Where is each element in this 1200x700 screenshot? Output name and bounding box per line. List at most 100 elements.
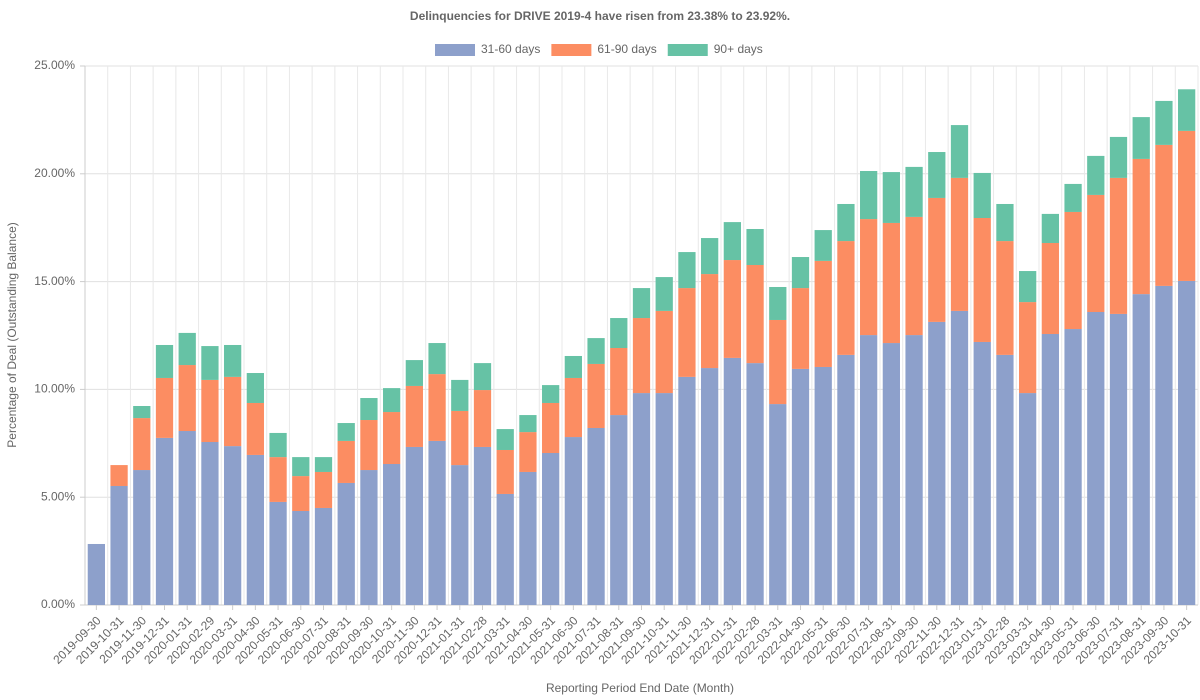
bar-segment: [1041, 213, 1059, 244]
bar-segment: [746, 363, 764, 605]
bar-segment: [678, 252, 696, 289]
bar-segment: [587, 338, 605, 364]
bar-segment: [905, 335, 923, 605]
bar-segment: [1178, 89, 1196, 131]
bar-segment: [496, 449, 514, 494]
legend-swatch: [551, 44, 592, 56]
bar-segment: [655, 310, 673, 394]
bar-segment: [1041, 243, 1059, 334]
bar-segment: [701, 238, 719, 275]
bar-segment: [723, 260, 741, 358]
bar-segment: [337, 440, 355, 483]
bar-segment: [814, 230, 832, 261]
legend-label: 90+ days: [714, 42, 763, 56]
bar-segment: [882, 222, 900, 344]
bar-segment: [201, 442, 219, 605]
bar-segment: [496, 429, 514, 450]
bar-segment: [860, 170, 878, 220]
bar-segment: [814, 366, 832, 605]
bar-segment: [201, 346, 219, 380]
bar-segment: [155, 344, 174, 378]
bar-segment: [610, 415, 628, 605]
bar-segment: [950, 177, 969, 311]
bar-segment: [178, 431, 196, 605]
bar-segment: [769, 286, 787, 320]
bar-segment: [1178, 130, 1196, 281]
bar-segment: [678, 376, 696, 605]
bar-segment: [383, 463, 401, 605]
bar-segment: [1087, 155, 1105, 195]
bar-segment: [701, 368, 719, 605]
bar-segment: [428, 343, 446, 375]
bar-segment: [632, 393, 651, 605]
legend-swatch: [435, 44, 475, 56]
bar-segment: [1087, 194, 1105, 312]
y-axis-title: Percentage of Deal (Outstanding Balance): [5, 222, 19, 447]
bar-segment: [791, 288, 810, 369]
bar-segment: [155, 377, 174, 438]
bar-segment: [473, 446, 492, 605]
bar-segment: [269, 432, 287, 458]
bar-segment: [337, 482, 355, 605]
bar-segment: [860, 335, 878, 605]
bar-segment: [723, 357, 741, 605]
bar-segment: [337, 423, 355, 441]
bar-segment: [746, 264, 764, 364]
y-tick-label: 10.00%: [34, 382, 75, 396]
bar-segment: [587, 363, 605, 428]
bar-segment: [769, 404, 787, 605]
bar-segment: [178, 365, 196, 432]
bar-segment: [383, 412, 401, 464]
bar-segment: [973, 341, 991, 605]
bar-segment: [1019, 302, 1037, 394]
bar-segment: [314, 471, 333, 508]
bar-segment: [882, 343, 900, 605]
bar-segment: [133, 406, 151, 419]
bar-segment: [405, 360, 423, 386]
bar-segment: [155, 437, 174, 605]
bar-segment: [519, 432, 537, 472]
bar-segment: [1109, 313, 1128, 605]
bar-segment: [133, 470, 151, 605]
bar-segment: [769, 319, 787, 405]
bar-segment: [1155, 144, 1173, 286]
y-tick-label: 15.00%: [34, 274, 75, 288]
bar-segment: [723, 222, 741, 261]
bar-segment: [1041, 333, 1059, 605]
bar-segment: [201, 379, 219, 443]
x-axis-title: Reporting Period End Date (Month): [546, 681, 734, 695]
bar-segment: [314, 457, 333, 472]
bar-segment: [269, 457, 287, 502]
bar-segment: [246, 454, 264, 605]
bar-segment: [655, 277, 673, 311]
bar-segment: [542, 453, 560, 605]
bar-segment: [837, 203, 855, 242]
bar-segment: [632, 288, 651, 319]
y-tick-label: 20.00%: [34, 166, 75, 180]
legend-swatch: [667, 44, 708, 56]
bar-segment: [587, 427, 605, 605]
bar-segment: [224, 376, 242, 447]
bar-segment: [451, 379, 469, 411]
bar-segment: [701, 274, 719, 369]
bar-segment: [519, 415, 537, 433]
bar-segment: [1132, 117, 1150, 159]
bar-segment: [905, 216, 923, 336]
bar-segment: [610, 348, 628, 416]
bar-segment: [246, 402, 264, 455]
bar-segment: [564, 437, 582, 605]
bar-segment: [1132, 158, 1150, 295]
bar-segment: [950, 125, 969, 178]
bar-segment: [110, 465, 128, 486]
bar-segment: [814, 260, 832, 367]
y-tick-label: 25.00%: [34, 58, 75, 72]
bar-segment: [360, 470, 378, 605]
bar-segment: [224, 344, 242, 377]
bar-segment: [882, 172, 900, 223]
bar-segment: [860, 219, 878, 336]
bar-segment: [496, 493, 514, 605]
bar-segment: [292, 510, 310, 605]
bar-segment: [292, 476, 310, 511]
bar-segment: [950, 310, 969, 605]
bar-segment: [133, 418, 151, 471]
